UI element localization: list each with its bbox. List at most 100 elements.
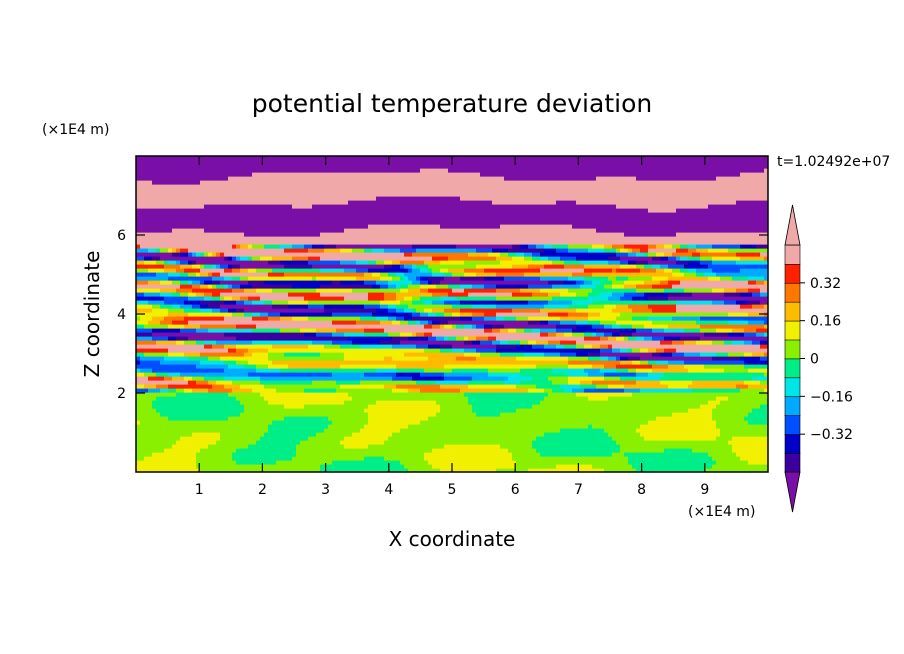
contour-cell — [312, 264, 385, 269]
contour-cell — [636, 428, 721, 433]
contour-cell — [528, 316, 561, 321]
contour-cell — [496, 284, 529, 289]
contour-cell — [620, 260, 629, 265]
contour-cell — [392, 388, 409, 393]
contour-cell — [416, 248, 477, 253]
contour-cell — [136, 468, 201, 472]
contour-cell — [540, 332, 549, 337]
contour-cell — [708, 276, 721, 281]
contour-cell — [600, 344, 609, 349]
contour-cell — [204, 344, 213, 349]
contour-cell — [136, 244, 141, 249]
contour-cell — [500, 260, 553, 265]
contour-cell — [288, 300, 309, 305]
contour-cell — [384, 292, 397, 297]
contour-cell — [160, 292, 173, 297]
contour-cell — [508, 376, 533, 381]
contour-cell — [508, 248, 545, 253]
contour-cell — [212, 272, 221, 277]
contour-cell — [236, 460, 277, 465]
contour-cell — [552, 388, 565, 393]
contour-cell — [452, 272, 465, 277]
contour-cell — [760, 340, 768, 345]
contour-cell — [496, 344, 517, 349]
contour-cell — [436, 336, 445, 341]
contour-cell — [592, 424, 641, 429]
contour-cell — [228, 392, 261, 397]
contour-cell — [604, 428, 637, 433]
contour-cell — [152, 452, 197, 457]
contour-cell — [588, 248, 605, 253]
contour-cell — [636, 328, 653, 333]
x-tick-label: 5 — [448, 482, 457, 498]
contour-cell — [136, 236, 768, 241]
contour-cell — [432, 300, 445, 305]
contour-cell — [612, 284, 625, 289]
contour-cell — [276, 460, 333, 465]
contour-cell — [588, 372, 605, 377]
contour-cell — [224, 344, 237, 349]
contour-cell — [736, 300, 749, 305]
contour-cell — [320, 292, 369, 297]
contour-cell — [408, 320, 417, 325]
contour-cell — [372, 284, 381, 289]
contour-cell — [720, 276, 733, 281]
contour-cell — [400, 276, 405, 281]
contour-cell — [600, 336, 609, 341]
contour-cell — [676, 232, 768, 237]
contour-cell — [264, 384, 341, 389]
contour-cell — [136, 324, 145, 329]
contour-cell — [256, 324, 425, 329]
contour-cell — [428, 344, 441, 349]
contour-cell — [392, 320, 401, 325]
contour-cell — [364, 272, 373, 277]
contour-cell — [764, 372, 768, 377]
contour-cell — [508, 252, 517, 257]
contour-cell — [324, 428, 361, 433]
contour-cell — [200, 252, 205, 257]
contour-cell — [560, 256, 577, 261]
contour-cell — [632, 332, 705, 337]
contour-cell — [624, 284, 637, 289]
contour-cell — [368, 260, 377, 265]
contour-cell — [272, 288, 317, 293]
contour-cell — [136, 356, 141, 361]
contour-cell — [568, 304, 589, 309]
contour-cell — [620, 360, 633, 365]
contour-cell — [592, 300, 677, 305]
contour-cell — [756, 332, 765, 337]
contour-cell — [628, 252, 637, 257]
contour-cell — [472, 340, 481, 345]
contour-cell — [320, 268, 345, 273]
contour-cell — [456, 244, 513, 249]
contour-cell — [712, 244, 741, 249]
contour-cell — [312, 204, 617, 209]
contour-cell — [672, 252, 693, 257]
contour-cell — [364, 280, 377, 285]
contour-cell — [556, 200, 577, 205]
contour-cell — [700, 404, 717, 409]
contour-cell — [388, 284, 397, 289]
contour-cell — [444, 364, 537, 369]
contour-cell — [252, 244, 265, 249]
contour-cell — [144, 352, 169, 357]
contour-cell — [176, 260, 181, 265]
contour-cell — [764, 320, 768, 325]
contour-cell — [628, 260, 637, 265]
contour-cell — [156, 248, 161, 253]
contour-cell — [576, 344, 585, 349]
contour-cell — [556, 332, 565, 337]
contour-cell — [588, 320, 601, 325]
contour-cell — [320, 352, 345, 357]
contour-cell — [760, 404, 768, 409]
contour-cell — [412, 280, 421, 285]
contour-cell — [136, 256, 145, 261]
contour-cell — [440, 320, 449, 325]
contour-cell — [136, 376, 149, 381]
contour-cell — [672, 244, 681, 249]
contour-cell — [504, 380, 521, 385]
contour-cell — [484, 276, 505, 281]
contour-cell — [600, 368, 617, 373]
contour-cell — [248, 256, 253, 261]
contour-cell — [604, 376, 621, 381]
